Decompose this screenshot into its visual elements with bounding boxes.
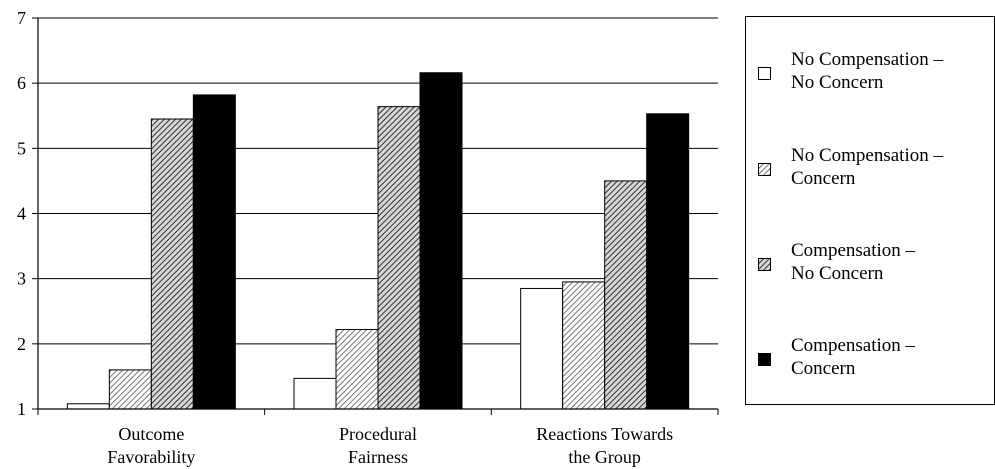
bar-s3-c0 [192,94,236,410]
axes [32,17,719,415]
bar-s2-c1 [377,106,421,410]
legend-swatch-graphic [758,163,771,176]
x-category-label: Reactions Towards the Group [536,424,673,467]
y-tick-label: 2 [17,334,26,354]
bar-s2-c0 [150,118,194,410]
labels: 1 2 3 4 5 6 7 Outcome Favorability Procedural Fair… [17,8,673,467]
bar-s0-c0 [66,403,110,410]
bar-s3-c1 [419,72,463,410]
bar-s1-c0 [108,369,152,410]
legend-swatch-0 [758,65,771,80]
bar-chart: 1 2 3 4 5 6 7 Outcome Favorability Procedural Fair… [17,8,719,467]
y-tick-label: 4 [17,204,26,224]
y-tick-label: 7 [17,8,26,28]
y-tick-label: 1 [17,399,26,419]
legend-label-0: No Compensation – No Concern [791,49,943,93]
legend-swatch-3 [758,351,771,366]
bar-s1-c2 [562,281,606,410]
legend: No Compensation – No Concern No Compensa… [745,16,995,405]
legend-label-3: Compensation – Concern [791,335,916,379]
bar-s0-c2 [520,287,564,410]
bar-s1-c1 [335,328,379,410]
legend-swatch-graphic [758,67,771,80]
legend-label-1: No Compensation – Concern [791,145,943,189]
y-tick-label: 3 [17,269,26,289]
bar-s2-c2 [604,180,648,410]
legend-label-2: Compensation – No Concern [791,240,916,284]
legend-swatch-2 [758,256,771,271]
bar-s3-c2 [646,113,690,410]
x-category-label: Outcome Favorability [107,424,195,467]
bars [66,72,690,410]
legend-swatch-graphic [758,258,771,271]
legend-swatch-graphic [758,353,771,366]
x-category-label: Procedural Fairness [339,424,417,467]
y-tick-label: 5 [17,138,26,158]
bar-s0-c1 [293,377,337,410]
legend-swatch-1 [758,161,771,176]
y-tick-label: 6 [17,73,26,93]
